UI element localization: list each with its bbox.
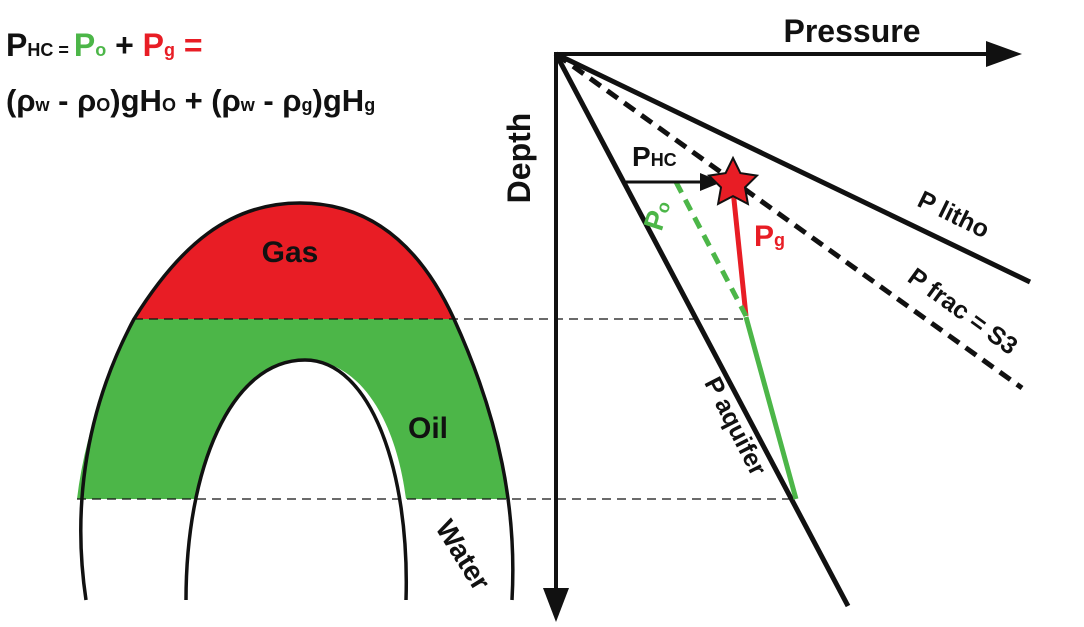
anticline-outer-boundary [79, 201, 515, 601]
gas-label: Gas [262, 236, 319, 269]
gas-pressure-line [730, 189, 749, 317]
water-label: Water [430, 514, 497, 596]
reservoir-anticline: Gas Oil Water [77, 201, 515, 601]
p-litho-label: P litho [913, 186, 994, 244]
p-frac-line [554, 51, 1024, 391]
gas-zone [134, 203, 454, 319]
anticline-inner-boundary [184, 358, 409, 601]
depth-axis-arrowhead [543, 588, 569, 622]
pressure-depth-graph: Pressure Depth P litho P frac = S3 P aqu… [501, 13, 1032, 622]
p-frac-label: P frac = S3 [903, 263, 1023, 361]
p-aquifer-line [553, 52, 851, 608]
pressure-axis-label: Pressure [784, 13, 921, 49]
p-litho-line [554, 51, 1032, 285]
oil-pressure-line [743, 316, 799, 500]
phc-arrowhead [700, 173, 722, 191]
pg-label: Pg [754, 220, 785, 253]
formula-line-2: (ρw - ρO)gHO + (ρw - ρg)gHg [6, 83, 375, 118]
formula-line-1: PHC = Po + Pg = [6, 27, 203, 63]
oil-zone [77, 319, 508, 499]
pressure-axis-arrowhead [986, 41, 1022, 67]
po-label: Po [638, 196, 677, 234]
phc-label: PHC [632, 141, 677, 172]
oil-label: Oil [408, 412, 448, 445]
oil-pressure-dashed-line [673, 180, 749, 318]
star-icon [706, 155, 760, 206]
depth-axis-label: Depth [501, 113, 537, 204]
